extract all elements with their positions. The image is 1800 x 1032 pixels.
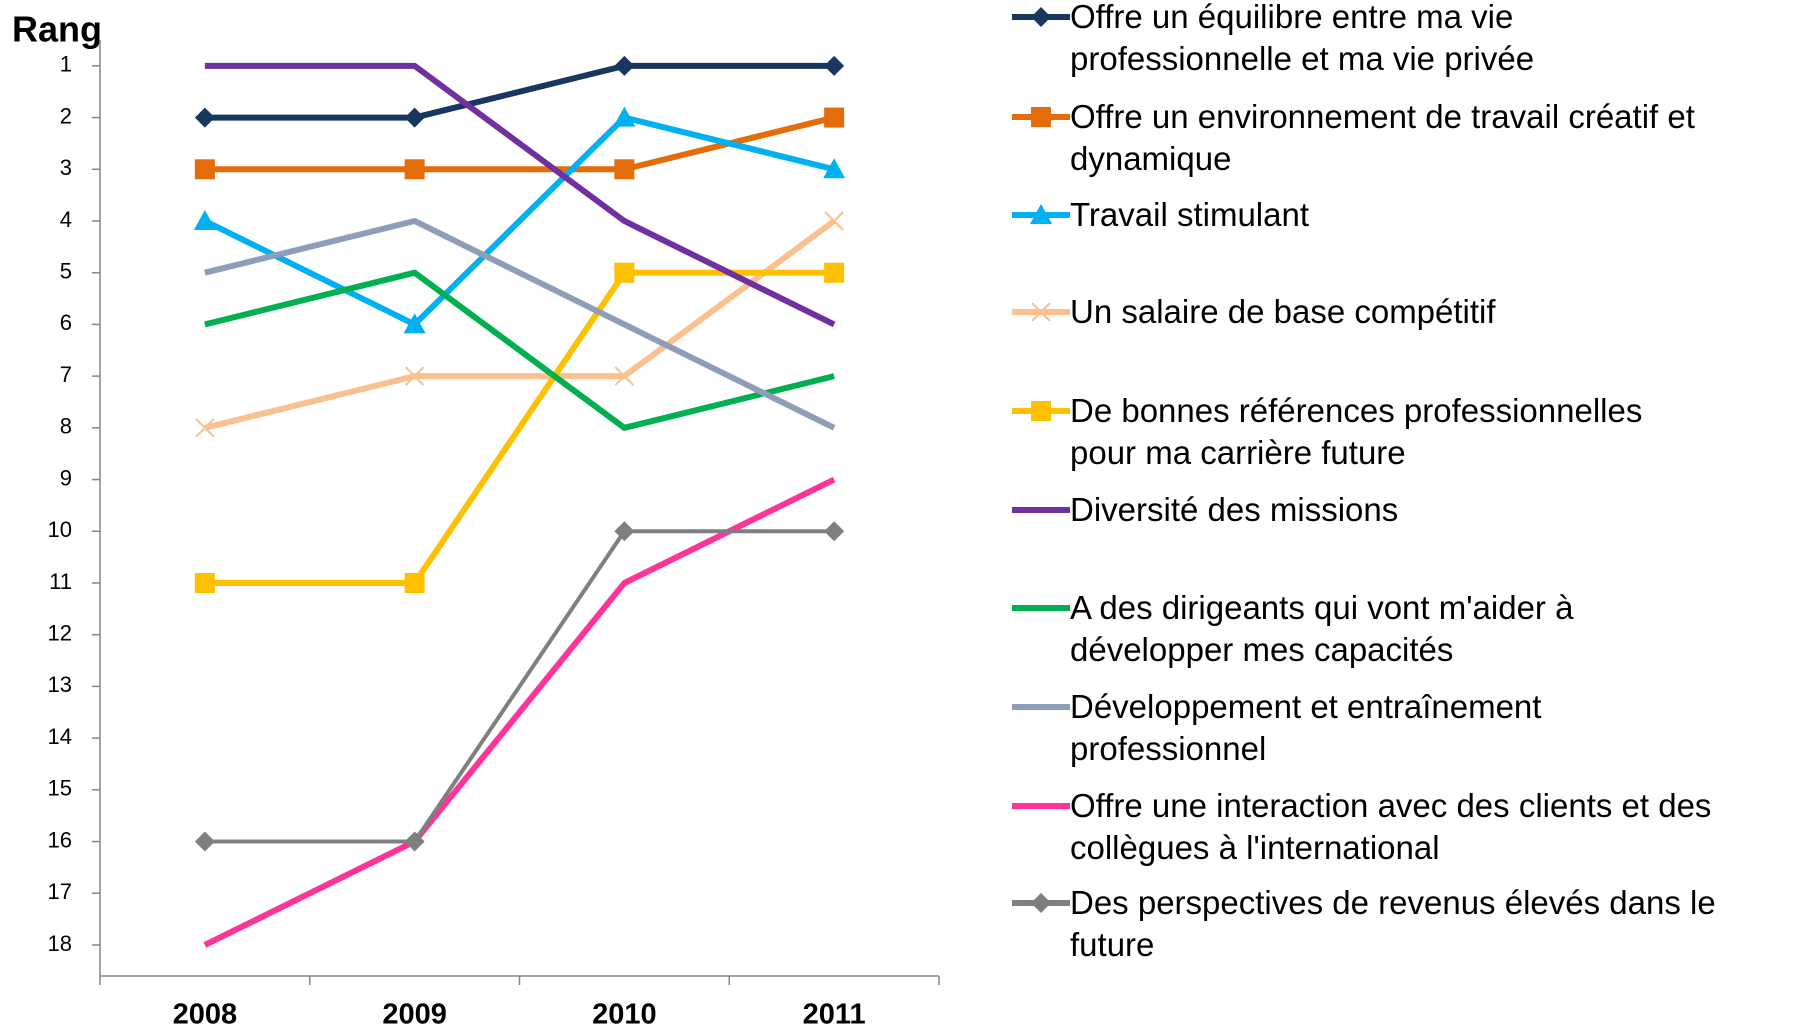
y-tick-label: 7 <box>60 362 72 387</box>
legend-symbol <box>1012 893 1070 913</box>
legend-label: Offre un environnement de travail créati… <box>1070 98 1695 177</box>
marker <box>195 418 215 438</box>
y-tick-label: 4 <box>60 207 72 232</box>
marker <box>404 159 425 180</box>
y-tick-label: 11 <box>49 569 72 594</box>
marker <box>613 106 636 127</box>
marker <box>404 366 425 386</box>
legend-label: De bonnes références professionnelles po… <box>1070 392 1643 471</box>
x-tick-label: 2011 <box>803 999 866 1031</box>
marker <box>403 313 426 334</box>
marker <box>614 262 635 283</box>
legend-label: Un salaire de base compétitif <box>1070 293 1496 330</box>
marker <box>824 262 845 283</box>
marker <box>614 159 635 180</box>
legend-symbol <box>1012 7 1070 27</box>
legend-label: Travail stimulant <box>1070 196 1310 233</box>
legend-label: Des perspectives de revenus élevés dans … <box>1070 884 1716 963</box>
series-line <box>204 62 835 121</box>
marker <box>824 107 845 128</box>
legend-symbol <box>1012 803 1070 809</box>
marker <box>404 107 425 128</box>
series-line <box>204 529 835 844</box>
series-line <box>203 476 836 948</box>
series-line <box>204 269 835 586</box>
y-tick-label: 12 <box>48 621 72 646</box>
legend-label: Diversité des missions <box>1070 491 1399 528</box>
marker <box>194 107 215 128</box>
marker <box>614 366 635 386</box>
y-tick-label: 17 <box>48 879 72 904</box>
marker <box>1031 302 1051 322</box>
legend-symbol <box>1012 401 1070 421</box>
marker <box>1031 7 1051 27</box>
legend-label: Offre un équilibre entre ma vie professi… <box>1070 0 1535 77</box>
y-tick-label: 2 <box>60 103 72 128</box>
series-line <box>204 217 836 431</box>
y-tick-label: 8 <box>60 414 72 439</box>
legend-symbol <box>1012 507 1070 513</box>
y-tick-label: 5 <box>60 259 72 284</box>
x-tick-label: 2008 <box>173 999 238 1031</box>
y-tick-label: 1 <box>60 52 72 77</box>
series-line <box>204 62 836 328</box>
series-line <box>204 218 836 431</box>
marker <box>194 572 215 593</box>
series-line <box>204 269 835 431</box>
y-tick-label: 14 <box>48 724 72 749</box>
legend-symbol <box>1012 204 1070 224</box>
marker <box>194 831 215 852</box>
legend-label: Développement et entraînement profession… <box>1070 688 1542 767</box>
y-tick-label: 6 <box>60 310 72 335</box>
y-tick-label: 3 <box>60 155 72 180</box>
y-tick-label: 15 <box>48 776 72 801</box>
marker <box>823 158 846 179</box>
series-line <box>203 114 835 328</box>
legend-label: Offre une interaction avec des clients e… <box>1070 787 1712 866</box>
marker <box>404 572 425 593</box>
legend-symbol <box>1012 107 1070 127</box>
marker <box>1031 107 1051 127</box>
y-tick-label: 16 <box>48 827 72 852</box>
marker <box>824 211 844 231</box>
legend-label: A des dirigeants qui vont m'aider à déve… <box>1070 589 1574 668</box>
marker <box>194 159 215 180</box>
marker <box>614 55 635 76</box>
x-tick-label: 2009 <box>382 999 447 1031</box>
marker <box>1030 204 1052 224</box>
legend-symbol <box>1012 605 1070 611</box>
marker <box>824 521 845 542</box>
marker <box>1031 893 1051 913</box>
y-axis-title: Rang <box>12 9 102 50</box>
legend-symbol <box>1012 302 1070 322</box>
y-tick-label: 9 <box>60 465 72 490</box>
legend-symbol <box>1012 704 1070 710</box>
marker <box>824 55 845 76</box>
marker <box>193 209 216 230</box>
marker <box>1031 401 1051 421</box>
x-tick-label: 2010 <box>592 999 657 1031</box>
marker <box>404 831 425 852</box>
marker <box>614 521 635 542</box>
y-tick-label: 13 <box>48 672 72 697</box>
y-tick-label: 10 <box>48 517 72 542</box>
y-tick-label: 18 <box>48 931 72 956</box>
